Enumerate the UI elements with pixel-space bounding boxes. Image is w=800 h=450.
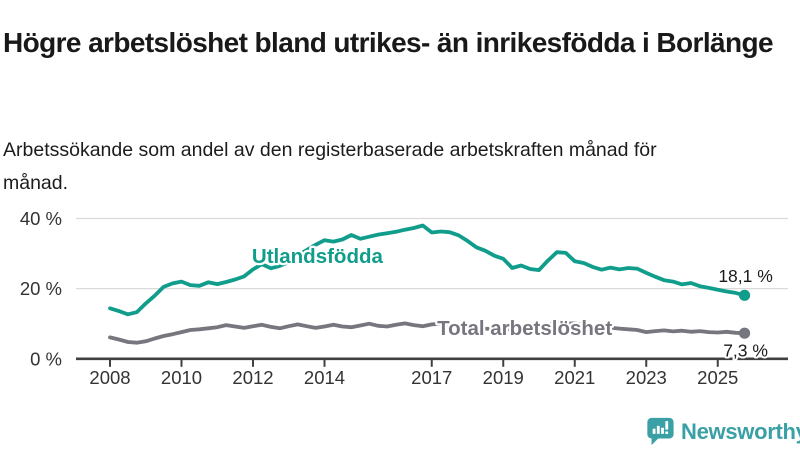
series-label-total: Total arbetslöshet xyxy=(437,317,612,340)
series-line-total xyxy=(108,320,747,345)
x-axis-tick-label-2010: 2010 xyxy=(161,367,202,388)
y-axis-label-0: 0 % xyxy=(30,348,62,369)
newsworthy-logo-text: Newsworthy xyxy=(681,418,800,444)
series-end-dot-total xyxy=(738,327,751,339)
y-axis-label-20: 20 % xyxy=(20,278,62,299)
bar-chart-speech-bubble-icon xyxy=(647,417,674,446)
y-axis-label-40: 40 % xyxy=(20,208,62,229)
x-axis-tick-label-2012: 2012 xyxy=(232,367,273,388)
x-axis-tick-label-2025: 2025 xyxy=(697,367,738,388)
series-label-utlandsfodda: Utlandsfödda xyxy=(252,245,384,268)
newsworthy-logo[interactable]: Newsworthy xyxy=(645,416,800,447)
x-axis-tick-label-2014: 2014 xyxy=(304,367,345,388)
chart-subtitle: Arbetssökande som andel av den registerb… xyxy=(3,138,657,194)
x-axis-tick-label-2008: 2008 xyxy=(89,367,130,388)
x-axis-tick-label-2019: 2019 xyxy=(483,367,524,388)
end-value-label-total: 7,3 % xyxy=(723,341,768,361)
unemployment-line-chart: 0 % 20 % 40 % 2008 2010 2012 2014 2017 2019 2021 2… xyxy=(20,208,788,388)
page-title: Högre arbetslöshet bland utrikes- än inr… xyxy=(3,26,774,58)
x-axis-tick-label-2021: 2021 xyxy=(554,367,595,388)
series-line-utlandsfodda xyxy=(108,223,747,317)
end-value-label-utlandsfodda: 18,1 % xyxy=(718,266,772,286)
x-axis-tick-label-2023: 2023 xyxy=(626,367,667,388)
series-end-dot-utlandsfodda xyxy=(738,289,751,301)
x-axis-tick-label-2017: 2017 xyxy=(411,367,452,388)
